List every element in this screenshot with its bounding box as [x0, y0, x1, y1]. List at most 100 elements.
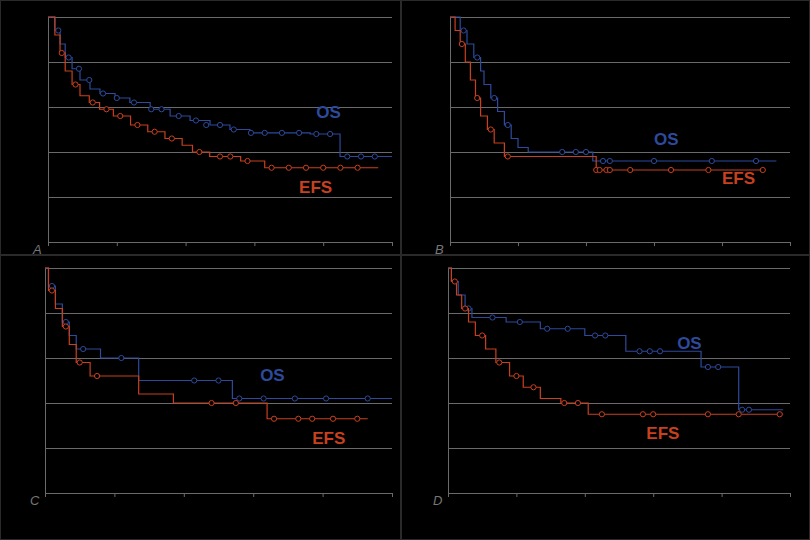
y-tick	[448, 448, 790, 449]
censor-marker	[209, 400, 214, 405]
grid-line	[48, 17, 392, 18]
censor-marker	[233, 400, 238, 405]
x-tick	[186, 242, 187, 246]
x-axis-line	[49, 243, 393, 247]
panel-title: A	[32, 242, 42, 257]
figure: OSEFSAOSEFSBOSEFSCOSEFSD	[0, 0, 810, 540]
series-label: OS	[260, 366, 285, 385]
censor-marker	[746, 407, 751, 412]
censor-marker	[740, 407, 745, 412]
x-tick	[392, 493, 393, 497]
censor-marker	[651, 158, 656, 163]
tick-mark	[585, 493, 586, 497]
censor-marker	[573, 149, 578, 154]
censor-marker	[461, 28, 466, 33]
y-tick	[450, 152, 790, 153]
x-tick	[722, 493, 723, 497]
censor-marker	[297, 130, 302, 135]
censor-marker	[81, 346, 86, 351]
survival-curve	[450, 17, 776, 161]
censor-marker	[452, 279, 457, 284]
plot-area	[450, 17, 776, 173]
plot-area	[448, 268, 783, 417]
y-tick	[448, 313, 790, 314]
censor-marker	[237, 396, 242, 401]
censor-marker	[49, 288, 54, 293]
x-tick	[323, 242, 324, 246]
x-tick	[45, 493, 46, 497]
censor-marker	[321, 165, 326, 170]
y-tick	[450, 17, 790, 18]
censor-marker	[286, 165, 291, 170]
censor-marker	[292, 396, 297, 401]
x-axis	[449, 493, 791, 497]
background	[0, 0, 810, 540]
censor-marker	[475, 95, 480, 100]
grid-line	[450, 17, 790, 18]
censor-marker	[668, 167, 673, 172]
y-axis	[48, 18, 392, 243]
series-label: OS	[654, 130, 679, 149]
x-tick	[653, 493, 654, 497]
grid-line	[448, 313, 790, 314]
grid-line	[45, 313, 392, 314]
x-tick	[790, 242, 791, 246]
censor-marker	[565, 326, 570, 331]
y-axis-line	[49, 18, 393, 243]
censor-marker	[640, 412, 645, 417]
panel-title: D	[433, 493, 442, 508]
censor-marker	[314, 131, 319, 136]
grid-line	[45, 358, 392, 359]
censor-marker	[603, 333, 608, 338]
censor-marker	[716, 364, 721, 369]
censor-marker	[597, 167, 602, 172]
censor-marker	[459, 41, 464, 46]
tick-mark	[186, 242, 187, 246]
x-tick	[253, 493, 254, 497]
censor-marker	[269, 165, 274, 170]
tick-mark	[790, 493, 791, 497]
y-tick	[450, 107, 790, 108]
panel-frame	[402, 256, 810, 540]
x-tick	[585, 493, 586, 497]
censor-marker	[114, 95, 119, 100]
panel-title: C	[30, 493, 40, 508]
censor-marker	[657, 349, 662, 354]
censor-marker	[753, 158, 758, 163]
tick-mark	[323, 493, 324, 497]
y-axis	[450, 18, 790, 243]
censor-marker	[245, 158, 250, 163]
censor-marker	[628, 167, 633, 172]
x-axis-line	[451, 243, 791, 247]
x-tick	[722, 242, 723, 246]
panel: OS EFS C	[30, 268, 393, 508]
censor-marker	[560, 149, 565, 154]
censor-marker	[575, 400, 580, 405]
tick-mark	[117, 242, 118, 246]
y-tick	[45, 313, 392, 314]
censor-marker	[176, 113, 181, 118]
censor-marker	[248, 130, 253, 135]
censor-marker	[231, 127, 236, 132]
y-tick	[450, 197, 790, 198]
tick-mark	[654, 242, 655, 246]
censor-marker	[73, 82, 78, 87]
censor-marker	[531, 385, 536, 390]
grid-line	[450, 152, 790, 153]
tick-mark	[450, 242, 451, 246]
series-label: OS	[677, 334, 702, 353]
grid-line	[48, 62, 392, 63]
panel-frame	[1, 256, 401, 540]
series-label: EFS	[312, 429, 345, 448]
survival-curve	[45, 268, 368, 419]
censor-marker	[310, 416, 315, 421]
y-tick	[45, 268, 392, 269]
grid-line	[450, 62, 790, 63]
censor-marker	[159, 107, 164, 112]
censor-marker	[118, 113, 123, 118]
y-axis	[448, 269, 790, 494]
censor-marker	[296, 416, 301, 421]
survival-curve	[450, 17, 763, 170]
panel-frame	[402, 1, 810, 255]
censor-marker	[607, 158, 612, 163]
